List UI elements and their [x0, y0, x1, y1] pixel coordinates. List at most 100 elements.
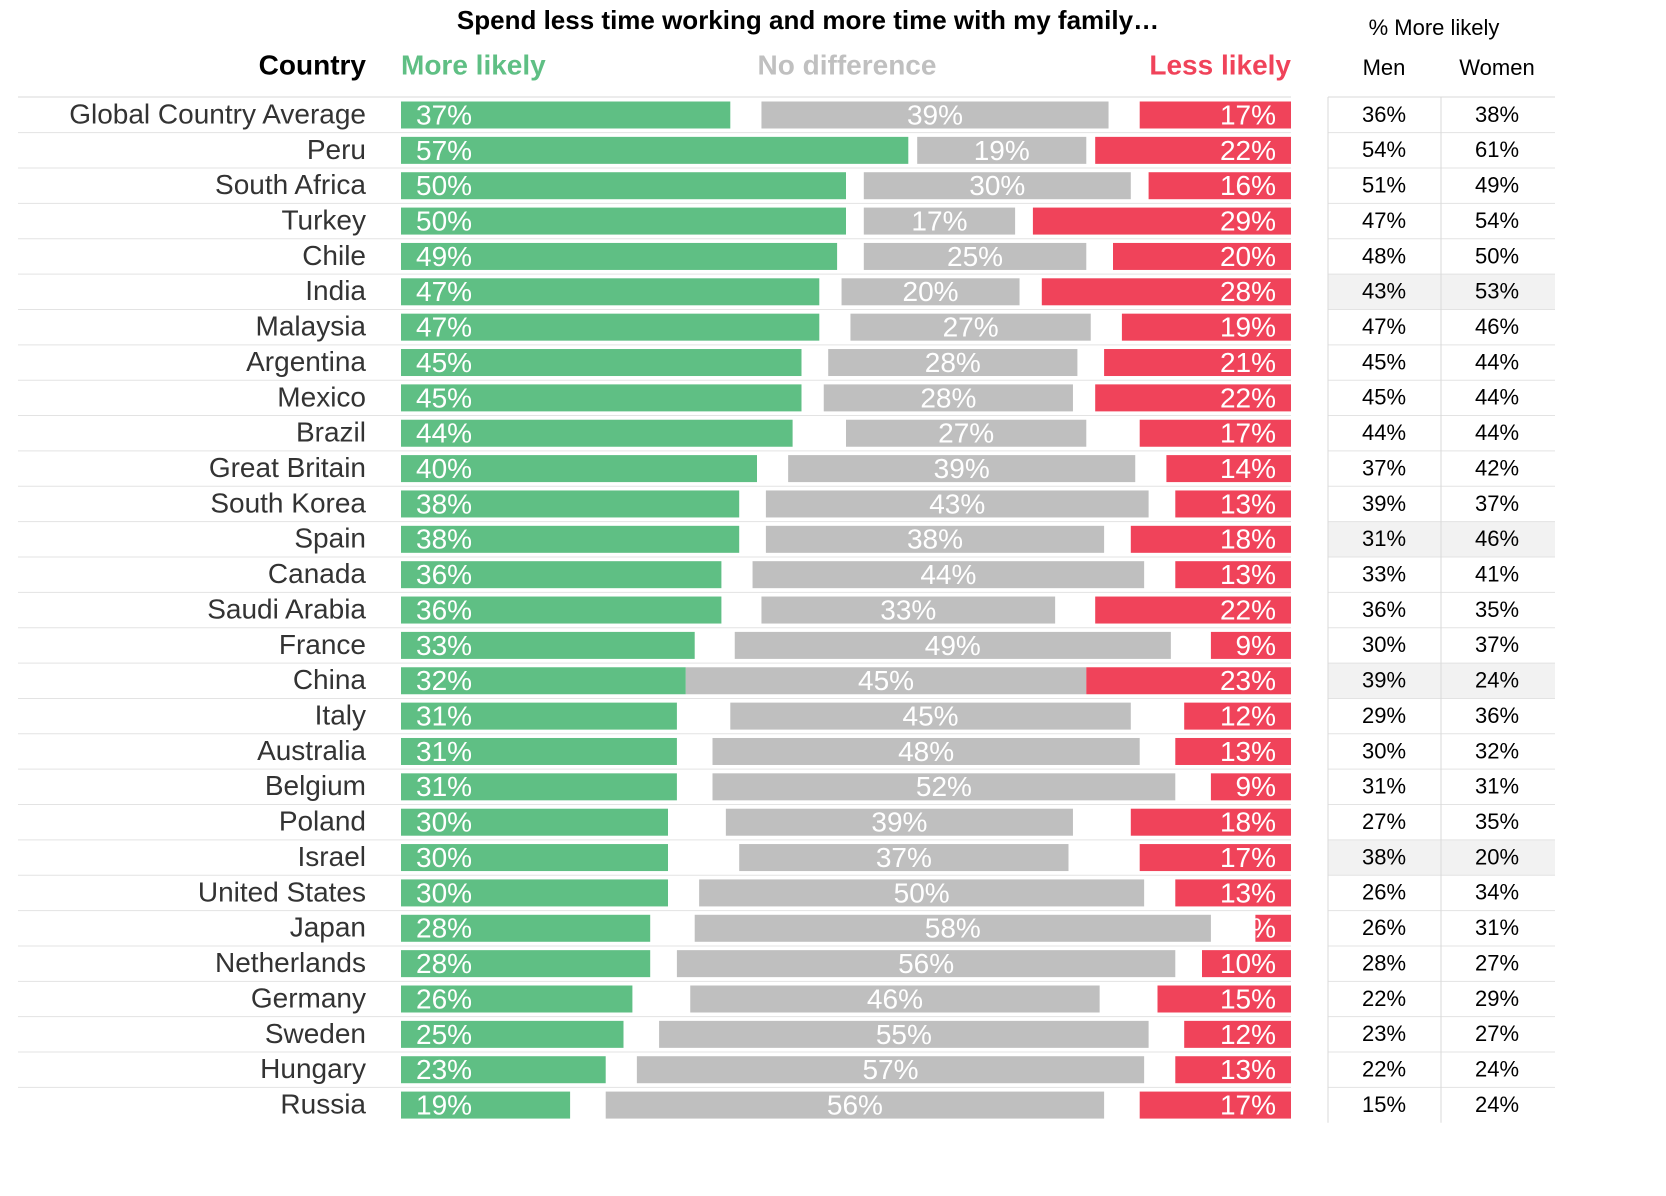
category-header: Country: [259, 49, 367, 80]
bar-less-likely: [1175, 561, 1291, 589]
data-label: 39%: [934, 453, 990, 484]
data-label: 47%: [416, 276, 472, 307]
data-label: 25%: [416, 1019, 472, 1050]
bar-more-likely: [401, 278, 820, 306]
data-label: 21%: [1220, 347, 1276, 378]
data-label: 44%: [416, 418, 472, 449]
bar-more-likely: [401, 914, 651, 942]
category-label: Canada: [268, 558, 367, 589]
table-cell: 29%: [1475, 986, 1519, 1011]
bar-more-likely: [401, 172, 846, 200]
legend-label: Less likely: [1149, 49, 1291, 80]
category-label: Mexico: [277, 381, 366, 412]
data-label: 12%: [1220, 701, 1276, 732]
bar-more-likely: [401, 667, 686, 695]
table-cell: 41%: [1475, 561, 1519, 586]
data-label: 28%: [920, 382, 976, 413]
table-cell: 47%: [1362, 208, 1406, 233]
bar-no-difference: [823, 384, 1073, 412]
table-cell: 30%: [1362, 632, 1406, 657]
table-cell: 27%: [1475, 950, 1519, 975]
data-label: 43%: [929, 488, 985, 519]
data-label: 33%: [416, 630, 472, 661]
data-label: 13%: [1220, 877, 1276, 908]
data-label: 30%: [416, 807, 472, 838]
legend-label: No difference: [758, 49, 937, 80]
category-label: Brazil: [296, 417, 366, 448]
data-label: 50%: [894, 877, 950, 908]
bar-no-difference: [917, 136, 1087, 164]
bar-no-difference: [863, 172, 1131, 200]
bar-no-difference: [752, 561, 1145, 589]
data-label: 20%: [1220, 241, 1276, 272]
bar-less-likely: [1095, 384, 1291, 412]
bar-more-likely: [401, 490, 740, 518]
bar-less-likely: [1148, 172, 1291, 200]
table-cell: 44%: [1475, 420, 1519, 445]
table-cell: 32%: [1475, 738, 1519, 763]
data-label: 38%: [416, 488, 472, 519]
bar-more-likely: [401, 773, 677, 801]
category-label: Belgium: [265, 770, 366, 801]
data-label: 56%: [827, 1089, 883, 1120]
data-label: %: [1251, 913, 1276, 944]
data-label: 9%: [1236, 630, 1276, 661]
bar-no-difference: [739, 844, 1069, 872]
bar-more-likely: [401, 419, 793, 447]
bar-less-likely: [1121, 313, 1291, 341]
data-label: 28%: [1220, 276, 1276, 307]
category-label: Australia: [257, 735, 366, 766]
bar-less-likely: [1166, 455, 1291, 483]
data-label: 30%: [416, 842, 472, 873]
data-label: 16%: [1220, 170, 1276, 201]
bar-more-likely: [401, 1020, 624, 1048]
data-label: 45%: [416, 382, 472, 413]
data-label: 50%: [416, 170, 472, 201]
category-label: Israel: [298, 841, 366, 872]
category-label: South Korea: [210, 487, 366, 518]
bar-less-likely: [1139, 1091, 1291, 1119]
data-label: 36%: [416, 594, 472, 625]
data-label: 28%: [416, 948, 472, 979]
data-label: 13%: [1220, 1054, 1276, 1085]
table-cell: 30%: [1362, 738, 1406, 763]
bar-more-likely: [401, 596, 722, 624]
data-label: 52%: [916, 771, 972, 802]
table-cell: 34%: [1475, 880, 1519, 905]
bar-less-likely: [1202, 950, 1291, 978]
legend-label: More likely: [401, 49, 546, 80]
data-label: 44%: [920, 559, 976, 590]
table-cell: 35%: [1475, 597, 1519, 622]
table-cell: 31%: [1475, 915, 1519, 940]
data-label: 17%: [911, 205, 967, 236]
data-label: 20%: [903, 276, 959, 307]
data-label: 19%: [1220, 312, 1276, 343]
table-cell: 31%: [1362, 526, 1406, 551]
data-label: 57%: [862, 1054, 918, 1085]
bar-less-likely: [1175, 1056, 1291, 1084]
bar-less-likely: [1184, 702, 1291, 730]
data-label: 45%: [416, 347, 472, 378]
bar-no-difference: [676, 950, 1176, 978]
data-label: 30%: [969, 170, 1025, 201]
bar-more-likely: [401, 985, 633, 1013]
category-label: Poland: [279, 806, 366, 837]
data-label: 9%: [1236, 771, 1276, 802]
bar-more-likely: [401, 455, 757, 483]
data-label: 39%: [871, 807, 927, 838]
chart-title: Spend less time working and more time wi…: [457, 5, 1159, 35]
table-title: % More likely: [1369, 15, 1500, 40]
bar-less-likely: [1139, 101, 1291, 129]
data-label: 31%: [416, 736, 472, 767]
table-cell: 38%: [1475, 102, 1519, 127]
category-label: Spain: [294, 523, 366, 554]
category-label: Argentina: [246, 346, 366, 377]
data-label: 13%: [1220, 736, 1276, 767]
data-label: 17%: [1220, 99, 1276, 130]
table-cell: 39%: [1362, 491, 1406, 516]
bar-no-difference: [605, 1091, 1105, 1119]
bar-no-difference: [685, 667, 1087, 695]
bar-more-likely: [401, 1091, 571, 1119]
bar-no-difference: [712, 737, 1140, 765]
table-cell: 20%: [1475, 844, 1519, 869]
